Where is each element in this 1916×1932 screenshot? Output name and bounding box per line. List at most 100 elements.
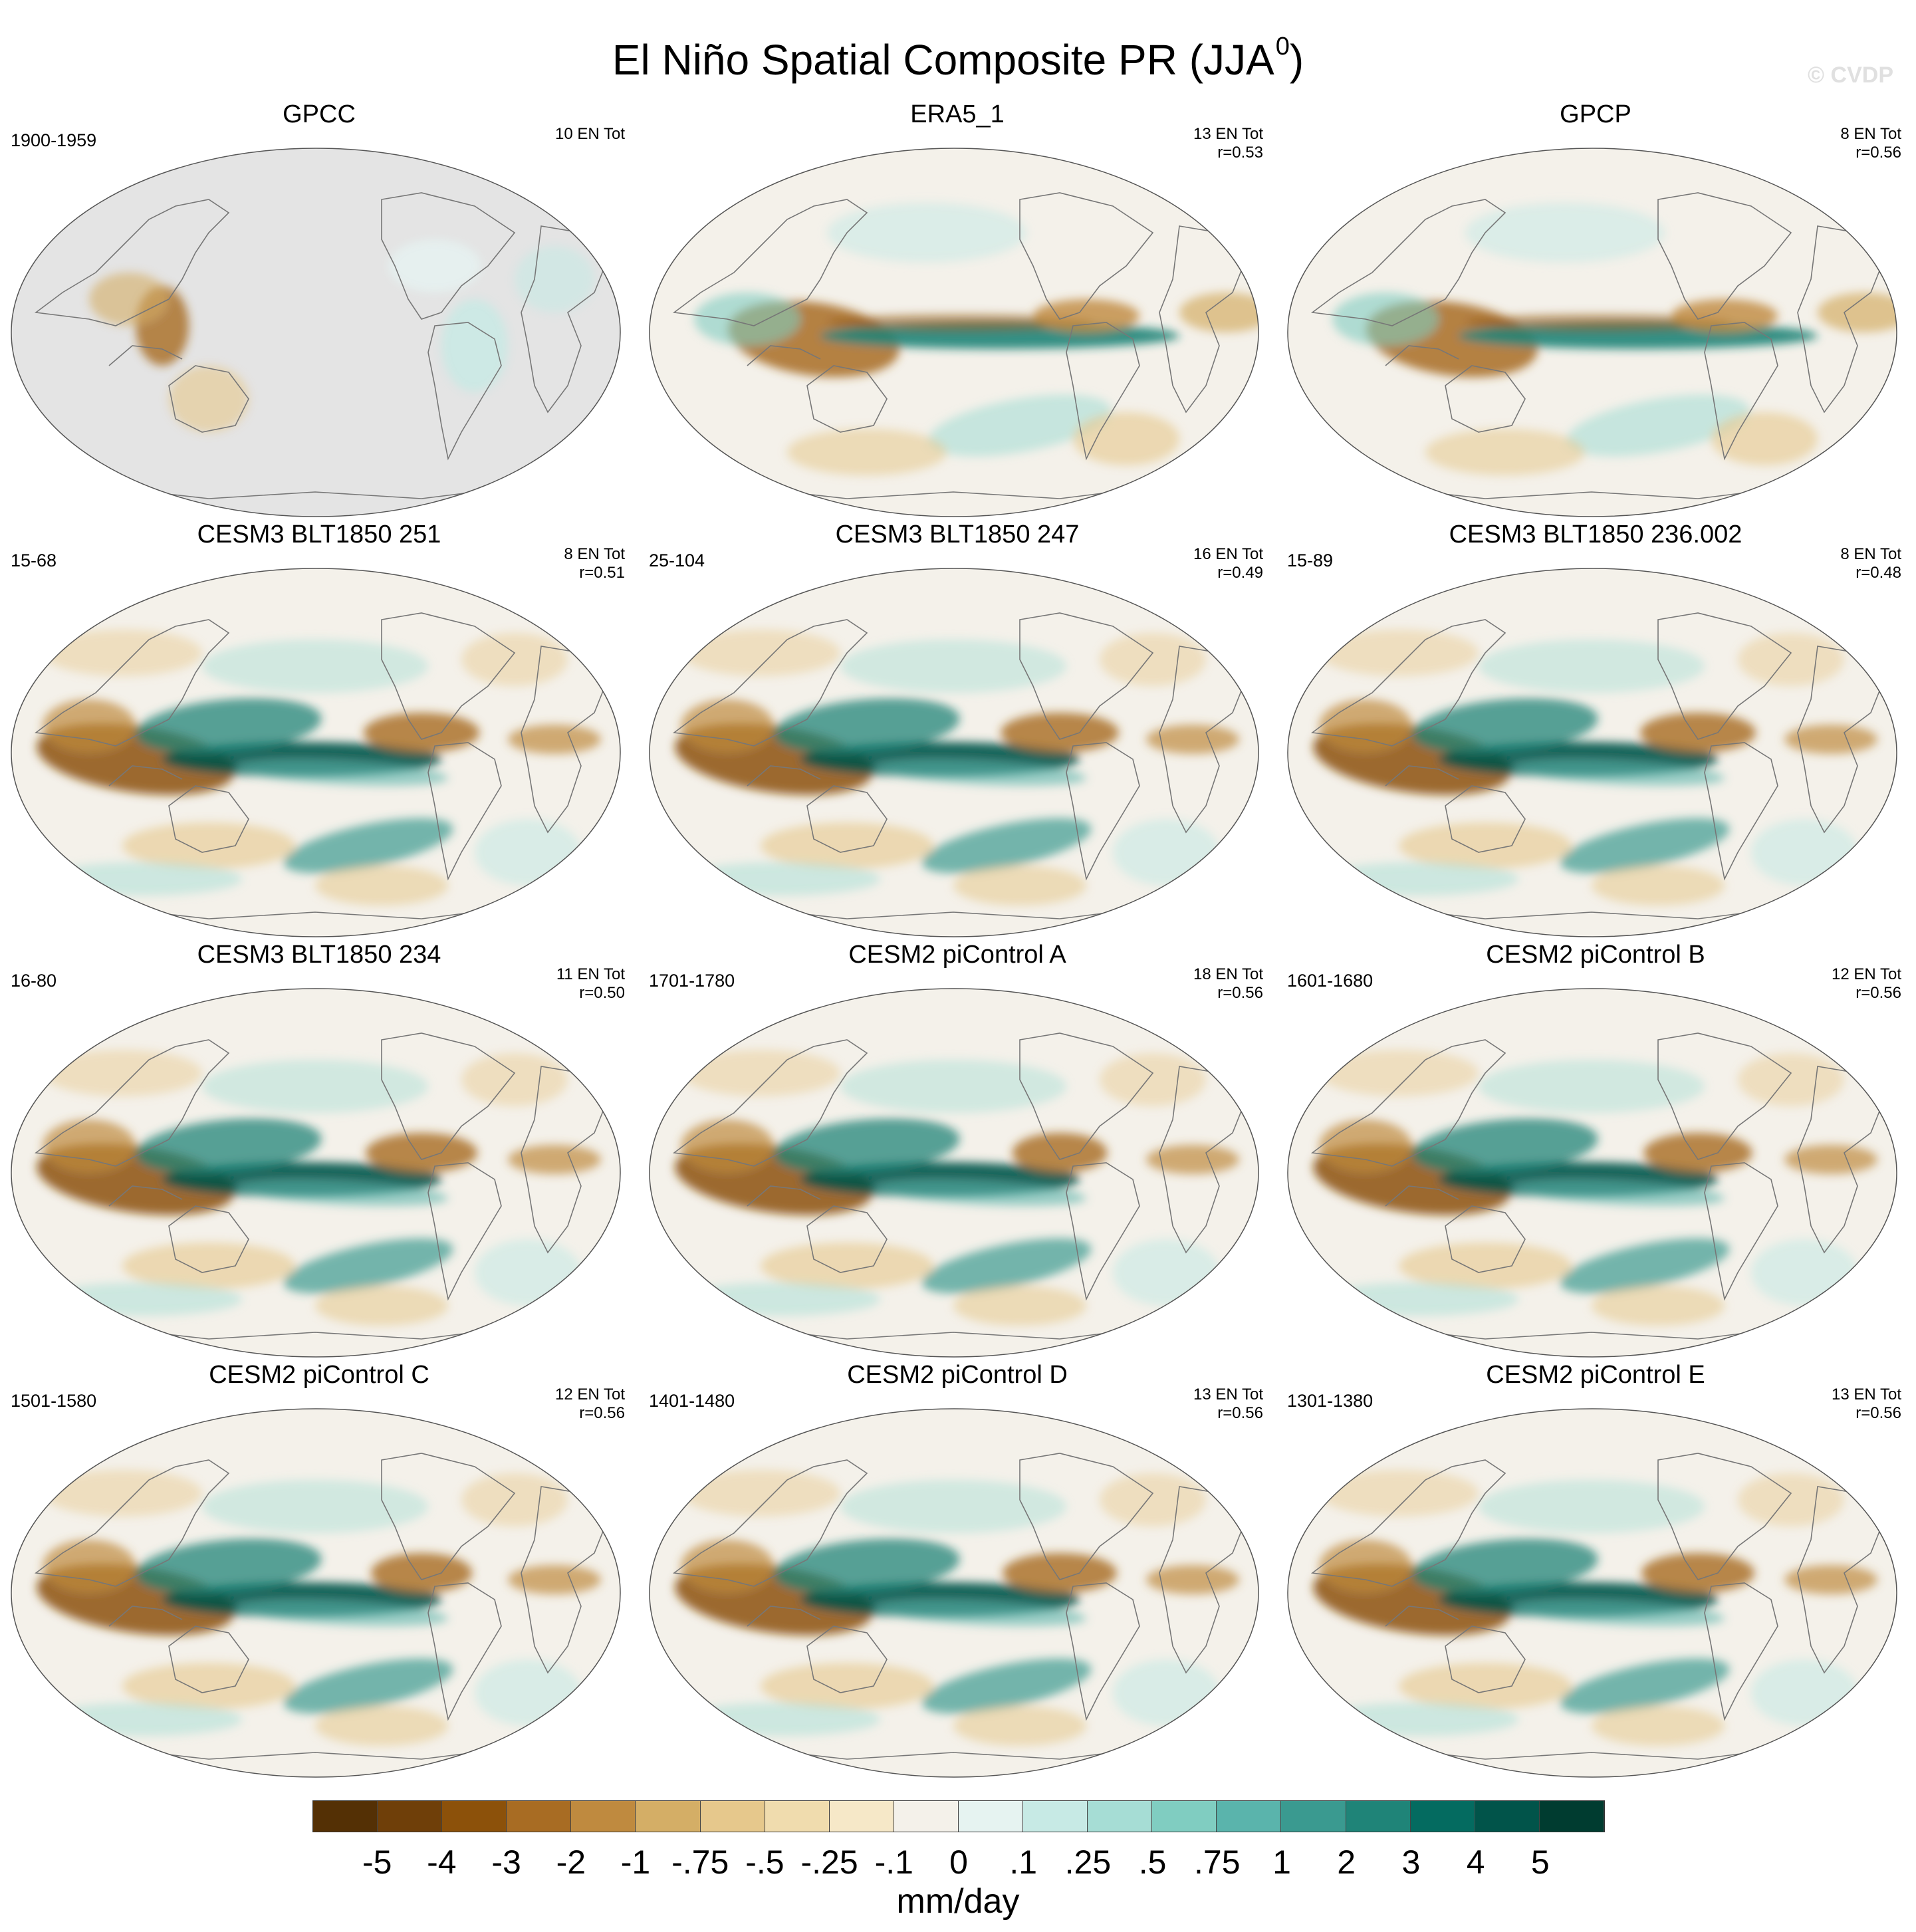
figure-title-text: El Niño Spatial Composite PR (JJA xyxy=(612,36,1274,84)
panel-title: CESM2 piControl C xyxy=(209,1361,429,1389)
map-panel: CESM2 piControl B 1601-1680 12 EN Tot r=0.5… xyxy=(1276,940,1915,1359)
panel-event-count: 16 EN Tot xyxy=(1193,545,1263,563)
anomaly-patch xyxy=(1319,1470,1479,1516)
anomaly-patch xyxy=(1784,1145,1877,1174)
anomaly-patch xyxy=(202,1060,428,1113)
anomaly-patch xyxy=(1146,725,1239,754)
anomaly-patch xyxy=(475,819,581,886)
anomaly-field xyxy=(89,239,594,432)
colorbar-tick-label: -3 xyxy=(491,1844,521,1881)
map-panel: CESM3 BLT1850 236.002 15-89 8 EN Tot r=0.48 xyxy=(1276,520,1915,939)
map-panel: ERA5_1 13 EN Tot r=0.53 xyxy=(638,100,1276,519)
coastline xyxy=(427,742,502,881)
colorbar-swatch xyxy=(1152,1801,1217,1832)
map-panel: CESM3 BLT1850 234 16-80 11 EN Tot r=0.50 xyxy=(0,940,638,1359)
coastline xyxy=(427,1162,502,1301)
coastline xyxy=(168,785,249,853)
coastline xyxy=(1385,765,1459,786)
coastline xyxy=(1445,785,1526,853)
panel-years: 1301-1380 xyxy=(1287,1391,1374,1411)
coastline xyxy=(1704,322,1778,461)
anomaly-patch xyxy=(1319,1050,1479,1096)
anomaly-patch xyxy=(475,1659,581,1726)
anomaly-patch xyxy=(827,203,1026,263)
coastline xyxy=(1704,1162,1778,1301)
anomaly-patch xyxy=(953,1706,1086,1746)
anomaly-patch xyxy=(1319,630,1479,676)
colorbar-swatch xyxy=(829,1801,894,1832)
colorbar-tick-label: -.5 xyxy=(745,1844,784,1881)
colorbar-swatch xyxy=(765,1801,830,1832)
colorbar-swatch xyxy=(958,1801,1024,1832)
panel-event-count: 13 EN Tot xyxy=(1832,1386,1901,1403)
robinson-map xyxy=(649,148,1259,517)
map-panel: CESM2 piControl C 1501-1580 12 EN Tot r=0.5… xyxy=(0,1360,638,1779)
panel-years: 1601-1680 xyxy=(1287,971,1374,991)
coastline xyxy=(381,192,516,320)
anomaly-patch xyxy=(169,366,249,432)
coastline xyxy=(806,365,888,433)
panel-event-count: 11 EN Tot xyxy=(556,965,625,983)
anomaly-patch xyxy=(681,1050,840,1096)
map-panel: GPCP 8 EN Tot r=0.56 xyxy=(1276,100,1915,519)
colorbar-swatch xyxy=(1346,1801,1411,1832)
map-panel: GPCC 1900-1959 10 EN Tot xyxy=(0,100,638,519)
anomaly-patch xyxy=(774,1118,960,1174)
anomaly-patch xyxy=(1412,698,1598,754)
panel-correlation: r=0.56 xyxy=(1856,1404,1901,1422)
anomaly-patch xyxy=(1784,725,1877,754)
anomaly-patch xyxy=(774,1538,960,1594)
map-field xyxy=(650,1409,1258,1777)
map-panel: CESM3 BLT1850 247 25-104 16 EN Tot r=0.49 xyxy=(638,520,1276,939)
coastline xyxy=(1445,1205,1526,1273)
panel-title: CESM3 BLT1850 234 xyxy=(197,941,441,969)
figure-title: El Niño Spatial Composite PR (JJA0) xyxy=(0,20,1916,86)
coastline xyxy=(168,1205,249,1273)
anomaly-patch xyxy=(441,299,508,392)
colorbar-tick-label: .5 xyxy=(1138,1844,1167,1881)
anomaly-patch xyxy=(1751,1659,1857,1726)
coastline xyxy=(747,765,821,786)
map-field xyxy=(650,989,1258,1357)
coastline xyxy=(672,1039,868,1167)
anomaly-patch xyxy=(1319,1540,1412,1593)
coastline xyxy=(747,1185,821,1207)
anomaly-patch xyxy=(761,822,933,869)
anomaly-patch xyxy=(1073,412,1179,465)
anomaly-patch xyxy=(1146,1145,1239,1174)
anomaly-patch xyxy=(1412,1538,1598,1594)
coastline xyxy=(672,619,868,747)
map-field xyxy=(11,989,620,1357)
colorbar-tick-label: -1 xyxy=(620,1844,651,1881)
panel-years: 15-68 xyxy=(11,550,57,570)
map-panel: CESM2 piControl D 1401-1480 13 EN Tot r=0.5… xyxy=(638,1360,1276,1779)
panel-title: CESM2 piControl D xyxy=(847,1361,1068,1389)
anomaly-patch xyxy=(122,1243,295,1289)
anomaly-field xyxy=(37,1050,601,1326)
colorbar-tick-label: 4 xyxy=(1466,1844,1485,1881)
anomaly-patch xyxy=(508,1145,601,1174)
coastline xyxy=(1019,1453,1154,1580)
anomaly-patch xyxy=(1512,1179,1725,1206)
colorbar-swatch xyxy=(636,1801,701,1832)
colorbar-swatch xyxy=(571,1801,636,1832)
anomaly-patch xyxy=(1113,819,1219,886)
anomaly-patch xyxy=(1399,1663,1572,1709)
anomaly-patch xyxy=(1671,299,1778,332)
map-outline xyxy=(11,568,621,937)
panel-years: 1701-1780 xyxy=(649,971,735,991)
map-outline xyxy=(11,1408,621,1778)
coastline xyxy=(108,765,183,786)
anomaly-field xyxy=(694,203,1258,475)
coastline xyxy=(1019,192,1154,320)
coastline xyxy=(1657,1453,1792,1580)
map-outline xyxy=(1287,148,1897,517)
anomaly-patch xyxy=(761,1663,933,1709)
anomaly-patch xyxy=(1751,819,1857,886)
anomaly-patch xyxy=(283,818,453,874)
anomaly-patch xyxy=(1399,1243,1572,1289)
coastline xyxy=(1066,742,1140,881)
map-outline xyxy=(649,988,1259,1358)
map-outline xyxy=(1287,568,1897,937)
anomaly-patch xyxy=(235,1600,448,1626)
